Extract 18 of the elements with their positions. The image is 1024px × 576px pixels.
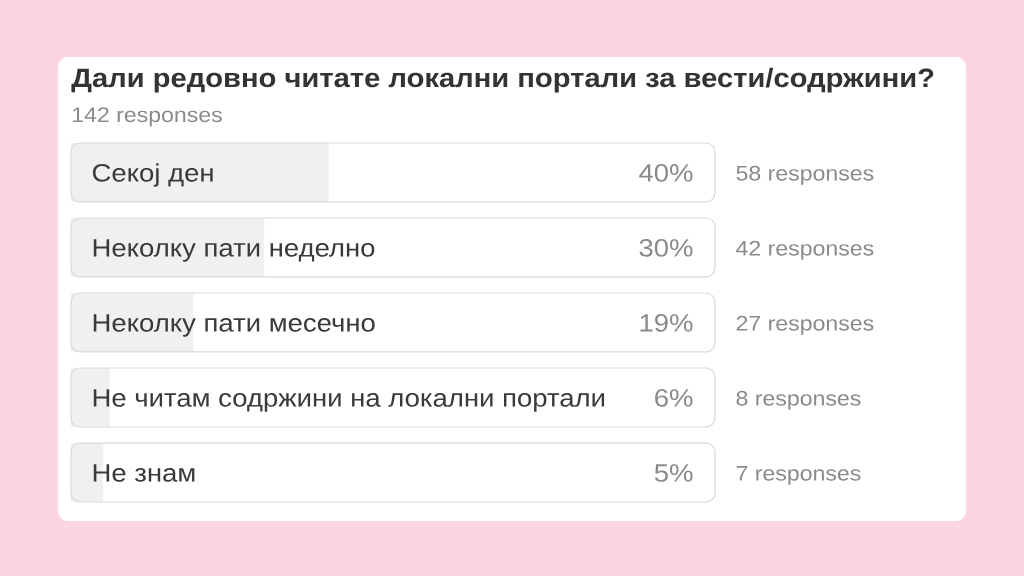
y-tick-label: Секој ден bbox=[92, 163, 213, 187]
data-label: 40% bbox=[639, 164, 693, 182]
text: 58 responses bbox=[736, 165, 874, 185]
text: 42 responses bbox=[736, 240, 874, 260]
data-label: 19% bbox=[640, 314, 693, 332]
text: 27 responses bbox=[736, 315, 874, 335]
text: 7 responses bbox=[736, 466, 861, 485]
y-tick-label: Не знам bbox=[93, 464, 195, 482]
data-label: 6% bbox=[655, 389, 693, 407]
data-label: 30% bbox=[639, 239, 693, 257]
chart-title: Дали редовно читате локални портали за вести/содржини? bbox=[71, 67, 934, 93]
data-label: 5% bbox=[654, 464, 693, 482]
chart-subtitle: 142 responses bbox=[72, 107, 222, 127]
text: 8 responses bbox=[736, 390, 861, 410]
y-tick-label: Не читам содржини на локални портали bbox=[93, 389, 605, 412]
y-tick-label: Неколку пати неделно bbox=[93, 239, 375, 262]
y-tick-label: Неколку пати месечно bbox=[93, 314, 375, 337]
bar bbox=[71, 142, 329, 202]
